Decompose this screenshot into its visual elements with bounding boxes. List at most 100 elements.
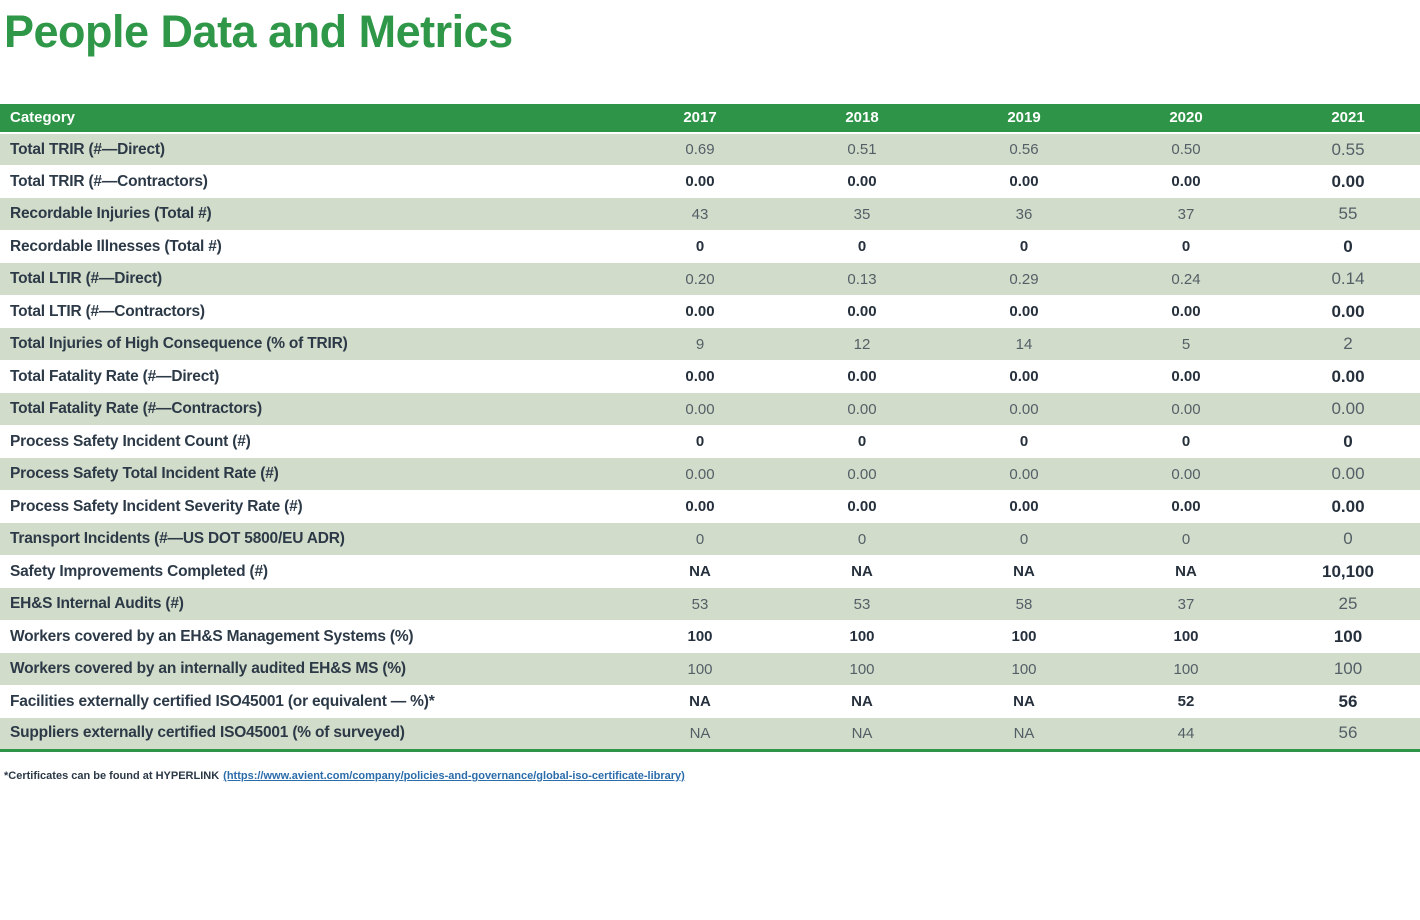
table-header-row: Category 2017 2018 2019 2020 2021 [0,103,1420,133]
cell-value: 56 [1338,691,1358,711]
cell-value: 0.29 [1009,270,1039,288]
table-row: Suppliers externally certified ISO45001 … [0,717,1420,751]
header-cell-2017: 2017 [619,103,781,133]
cell-value: 55 [1338,204,1358,223]
cell-value: 0 [1343,236,1353,256]
row-label: Total Injuries of High Consequence (% of… [10,335,348,352]
table-row: Process Safety Incident Severity Rate (#… [0,490,1420,523]
cell-value: 5 [1181,335,1191,353]
cell-value: NA [689,724,711,742]
row-label: Total TRIR (#—Direct) [10,140,165,158]
row-label: EH&S Internal Audits (#) [10,595,184,612]
row-label: Safety Improvements Completed (#) [10,562,268,580]
table-row: Process Safety Total Incident Rate (#) 0.… [0,457,1420,491]
cell-value: 0.00 [1331,366,1365,386]
row-label: Facilities externally certified ISO45001… [10,692,435,710]
table-row: Total TRIR (#—Contractors) 0.00 0.00 0.00 0.… [0,165,1420,198]
cell-value: 100 [849,628,875,645]
cell-value: 0 [857,238,867,255]
cell-value: 0.00 [685,465,715,483]
cell-value: 0.00 [1009,498,1039,515]
cell-value: 0.00 [685,303,715,320]
row-label: Total TRIR (#—Contractors) [10,172,208,190]
cell-value: 56 [1338,723,1358,743]
table-row: Workers covered by an internally audited… [0,652,1420,686]
cell-value: 0.51 [847,141,877,158]
cell-value: 36 [1015,205,1033,223]
cell-value: NA [851,724,873,742]
table-row: Total Fatality Rate (#—Contractors) 0.00 0… [0,392,1420,426]
cell-value: NA [689,563,711,580]
row-label: Process Safety Incident Severity Rate (#… [10,497,303,515]
row-label: Process Safety Incident Count (#) [10,432,251,450]
cell-value: 0.50 [1171,141,1201,158]
cell-value: 100 [1173,628,1199,645]
cell-value: NA [1013,563,1035,580]
cell-value: 0.00 [847,303,877,320]
cell-value: 2 [1343,334,1353,353]
cell-value: 0.00 [1171,368,1201,385]
table-row: Safety Improvements Completed (#) NA NA NA N… [0,555,1420,588]
cell-value: 58 [1015,595,1033,613]
cell-value: 0 [1019,530,1029,548]
cell-value: 100 [687,660,713,678]
table-row: Recordable Injuries (Total #) 43 35 36 37 55 [0,197,1420,231]
table-row: Total Fatality Rate (#—Direct) 0.00 0.00 0.… [0,360,1420,393]
cell-value: 0.00 [685,498,715,515]
cell-value: 0 [1181,530,1191,548]
cell-value: 0.00 [1009,368,1039,385]
cell-value: 53 [853,595,871,613]
cell-value: 0.56 [1009,141,1039,158]
cell-value: 12 [853,335,871,353]
cell-value: 0.00 [847,400,877,418]
cell-value: 100 [1333,626,1363,646]
cell-value: 0 [857,433,867,450]
cell-value: NA [1013,693,1035,710]
cell-value: 0.20 [685,270,715,288]
cell-value: NA [851,563,873,580]
cell-value: 0.00 [1331,301,1365,321]
cell-value: 53 [691,595,709,613]
cell-value: 0.00 [1171,400,1201,418]
row-label: Total Fatality Rate (#—Direct) [10,367,220,385]
footnote-text: *Certificates can be found at HYPERLINK [4,769,220,782]
row-label: Process Safety Total Incident Rate (#) [10,465,279,482]
header-cell-2019: 2019 [943,103,1105,133]
metrics-table: Category 2017 2018 2019 2020 2021 Total … [0,103,1420,752]
cell-value: 0 [857,530,867,548]
cell-value: 0 [695,433,705,450]
row-label: Recordable Injuries (Total #) [10,205,212,222]
cell-value: 0.00 [685,173,715,190]
cell-value: 35 [853,205,871,223]
cell-value: 100 [687,628,713,645]
cell-value: 100 [849,660,875,678]
row-label: Total Fatality Rate (#—Contractors) [10,400,262,417]
cell-value: 0 [1019,433,1029,450]
cell-value: 44 [1177,724,1195,742]
cell-value: 0.69 [685,141,715,158]
footnote: *Certificates can be found at HYPERLINK(… [4,770,1420,782]
cell-value: 0.00 [1171,498,1201,515]
table-row: Process Safety Incident Count (#) 0 0 0 0 0 [0,425,1420,458]
cell-value: 37 [1177,595,1195,613]
row-label: Total LTIR (#—Contractors) [10,302,205,320]
cell-value: 43 [691,205,709,223]
cell-value: 0 [1181,238,1191,255]
table-row: Recordable Illnesses (Total #) 0 0 0 0 0 [0,230,1420,263]
table-row: EH&S Internal Audits (#) 53 53 58 37 25 [0,587,1420,621]
table-row: Workers covered by an EH&S Management Sy… [0,620,1420,653]
cell-value: 10,100 [1322,561,1374,581]
cell-value: 0.00 [847,368,877,385]
row-label: Suppliers externally certified ISO45001 … [10,724,405,742]
header-cell-category: Category [0,103,619,133]
cell-value: NA [1175,563,1197,580]
cell-value: 0.14 [1331,269,1365,288]
page-title: People Data and Metrics [4,6,513,57]
certificate-link[interactable]: (https://www.avient.com/company/policies… [223,769,685,782]
cell-value: 0 [1343,431,1353,451]
table-row: Transport Incidents (#—US DOT 5800/EU AD… [0,522,1420,556]
row-label: Recordable Illnesses (Total #) [10,237,222,255]
cell-value: 0.00 [1171,465,1201,483]
cell-value: 100 [1011,660,1037,678]
cell-value: 0.00 [1171,173,1201,190]
